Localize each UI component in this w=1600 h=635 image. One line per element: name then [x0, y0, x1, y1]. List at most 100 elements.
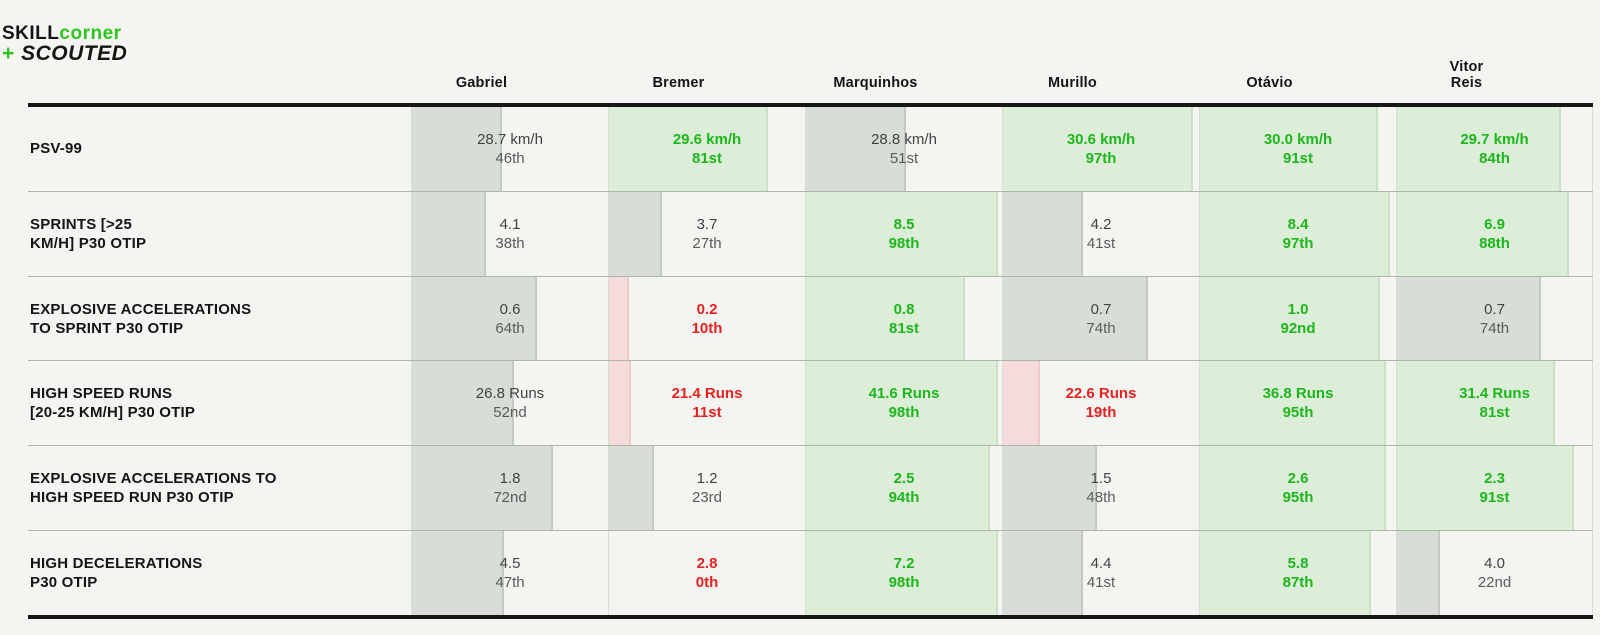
metric-percentile: 64th [495, 319, 525, 337]
player-name-gabriel: Gabriel [455, 75, 508, 91]
cell-text: 30.6 km/h 97th [1067, 130, 1135, 168]
percentile-bar [1397, 276, 1542, 361]
player-name-bremer: Bremer [652, 75, 705, 91]
metric-value: 2.6 [1287, 470, 1309, 488]
metric-percentile: 91st [1282, 149, 1314, 167]
percentile-bar [609, 191, 662, 276]
metric-cell: 28.7 km/h 46th [411, 107, 608, 191]
metric-value: 4.4 [1090, 555, 1112, 573]
percentile-bar [1003, 191, 1084, 276]
metric-value: 4.0 [1484, 555, 1505, 573]
metric-label: HIGH DECELERATIONS P30 OTIP [30, 555, 203, 592]
metric-cell: 0.6 64th [411, 276, 608, 361]
percentile-bar [412, 446, 554, 531]
percentile-bar [1200, 361, 1387, 446]
metric-cell: 30.0 km/h 91st [1199, 107, 1396, 191]
skillcorner-scouted-logo: SKILLcorner + SCOUTED [2, 24, 127, 65]
metric-percentile: 22nd [1477, 574, 1512, 592]
cell-text: 29.7 km/h 84th [1460, 130, 1528, 168]
metric-cell: 3.7 27th [608, 191, 805, 276]
logo-plus-icon: + [2, 42, 15, 65]
metric-percentile: 91st [1479, 489, 1510, 507]
metric-percentile: 27th [692, 234, 722, 252]
metric-percentile: 88th [1479, 234, 1510, 252]
cell-text: 31.4 Runs 81st [1459, 384, 1530, 422]
metric-value: 41.6 Runs [868, 385, 940, 403]
metric-label: HIGH SPEED RUNS [20-25 KM/H] P30 OTIP [30, 385, 196, 422]
cell-text: 26.8 Runs 52nd [476, 384, 544, 422]
cell-text: 5.8 87th [1283, 554, 1314, 592]
cell-text: 6.9 88th [1479, 215, 1510, 253]
percentile-bar [609, 107, 768, 191]
metric-cell: 1.0 92nd [1199, 276, 1396, 361]
metric-value: 0.8 [893, 300, 915, 318]
cell-text: 1.0 92nd [1280, 300, 1315, 338]
percentile-bar [412, 361, 514, 446]
report-header: SKILLcorner + SCOUTED Gabriel Bremer Mar… [0, 0, 1600, 103]
cell-text: 22.6 Runs 19th [1066, 384, 1137, 422]
metric-cell: 26.8 Runs 52nd [411, 361, 608, 446]
cell-text: 0.7 74th [1480, 300, 1509, 338]
metric-cell: 28.8 km/h 51st [805, 107, 1002, 191]
cell-text: 4.0 22nd [1478, 554, 1511, 592]
metric-cell: 0.2 10th [608, 276, 805, 361]
table-row: HIGH SPEED RUNS [20-25 KM/H] P30 OTIP 26… [28, 360, 1593, 446]
metric-label: EXPLOSIVE ACCELERATIONS TO SPRINT P30 OT… [30, 300, 252, 337]
metric-percentile: 84th [1479, 149, 1510, 167]
cell-text: 21.4 Runs 11st [672, 384, 743, 422]
metric-value: 4.1 [499, 215, 521, 233]
cell-text: 36.8 Runs 95th [1263, 384, 1334, 422]
logo-skill-text: SKILL [2, 23, 60, 44]
logo-skillcorner: SKILLcorner [2, 24, 127, 43]
metric-value: 2.3 [1484, 470, 1505, 488]
metric-cell: 41.6 Runs 98th [805, 361, 1002, 446]
metric-percentile: 87th [1282, 574, 1314, 592]
metric-cell: 36.8 Runs 95th [1199, 361, 1396, 446]
cell-text: 28.7 km/h 46th [477, 130, 543, 168]
cell-text: 7.2 98th [889, 554, 920, 592]
metric-cell: 29.7 km/h 84th [1396, 107, 1593, 191]
metric-value: 3.7 [696, 215, 718, 233]
metric-cell: 2.3 91st [1396, 446, 1593, 531]
metric-percentile: 97th [1282, 234, 1314, 252]
metric-percentile: 95th [1282, 404, 1314, 422]
logo-scouted-text: SCOUTED [21, 42, 128, 65]
metric-cell: 0.8 81st [805, 276, 1002, 361]
table-row: HIGH DECELERATIONS P30 OTIP 4.5 47th 2.8… [28, 530, 1593, 615]
metric-percentile: 74th [1479, 319, 1510, 337]
cell-text: 4.4 41st [1087, 554, 1115, 592]
metric-percentile: 46th [495, 149, 525, 167]
metric-cell: 0.7 74th [1396, 276, 1593, 361]
metric-percentile: 23rd [691, 489, 723, 507]
metrics-table: PSV-99 28.7 km/h 46th 29.6 km/h 81st 28.… [28, 107, 1593, 615]
player-name-murillo: Murillo [1048, 75, 1097, 91]
bottom-black-rule [28, 615, 1593, 619]
logo-corner-text: corner [59, 23, 122, 44]
metric-percentile: 98th [888, 234, 920, 252]
percentile-bar [1397, 361, 1555, 446]
metric-value: 2.5 [893, 470, 915, 488]
cell-text: 0.6 64th [495, 300, 524, 338]
metric-value: 26.8 Runs [475, 385, 545, 403]
cell-text: 2.3 91st [1479, 469, 1509, 507]
metric-percentile: 11st [692, 404, 722, 422]
metric-percentile: 92nd [1280, 319, 1316, 337]
cell-text: 1.8 72nd [493, 469, 526, 507]
cell-text: 2.8 0th [696, 554, 719, 592]
player-header-row: Gabriel Bremer Marquinhos Murillo Otávio… [383, 0, 1565, 91]
cell-text: 1.5 48th [1086, 469, 1115, 507]
metric-cell: 30.6 km/h 97th [1002, 107, 1199, 191]
percentile-bar [1003, 531, 1084, 615]
metric-value: 1.2 [696, 470, 718, 488]
metric-percentile: 95th [1282, 489, 1314, 507]
metric-cell: 22.6 Runs 19th [1002, 361, 1199, 446]
cell-text: 28.8 km/h 51st [871, 130, 937, 168]
metric-value: 0.6 [499, 300, 521, 318]
percentile-bar [412, 531, 505, 615]
cell-text: 2.5 94th [889, 469, 920, 507]
metric-percentile: 81st [691, 149, 723, 167]
metric-cell: 5.8 87th [1199, 531, 1396, 615]
percentile-bar [1200, 446, 1387, 531]
metric-percentile: 98th [888, 404, 920, 422]
